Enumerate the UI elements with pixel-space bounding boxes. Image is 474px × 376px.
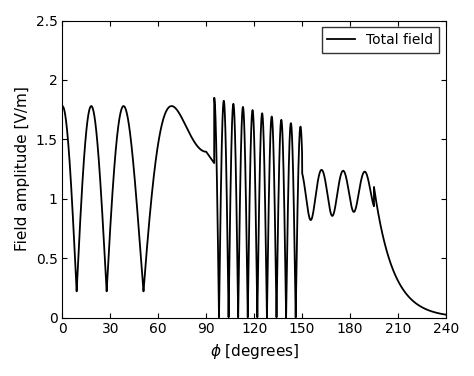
Total field bbox=[393, 274, 399, 278]
Total field bbox=[211, 96, 217, 100]
Legend: Total field: Total field bbox=[322, 27, 439, 53]
Total field bbox=[438, 311, 444, 316]
Total field bbox=[293, 315, 299, 320]
Total field bbox=[442, 312, 448, 317]
Total field bbox=[443, 312, 449, 317]
Total field bbox=[232, 127, 237, 132]
Total field bbox=[304, 203, 310, 208]
Line: Total field: Total field bbox=[63, 98, 446, 317]
Total field bbox=[60, 104, 65, 108]
X-axis label: $\phi$ [degrees]: $\phi$ [degrees] bbox=[210, 342, 299, 361]
Y-axis label: Field amplitude [V/m]: Field amplitude [V/m] bbox=[15, 86, 30, 252]
Total field bbox=[403, 292, 409, 296]
